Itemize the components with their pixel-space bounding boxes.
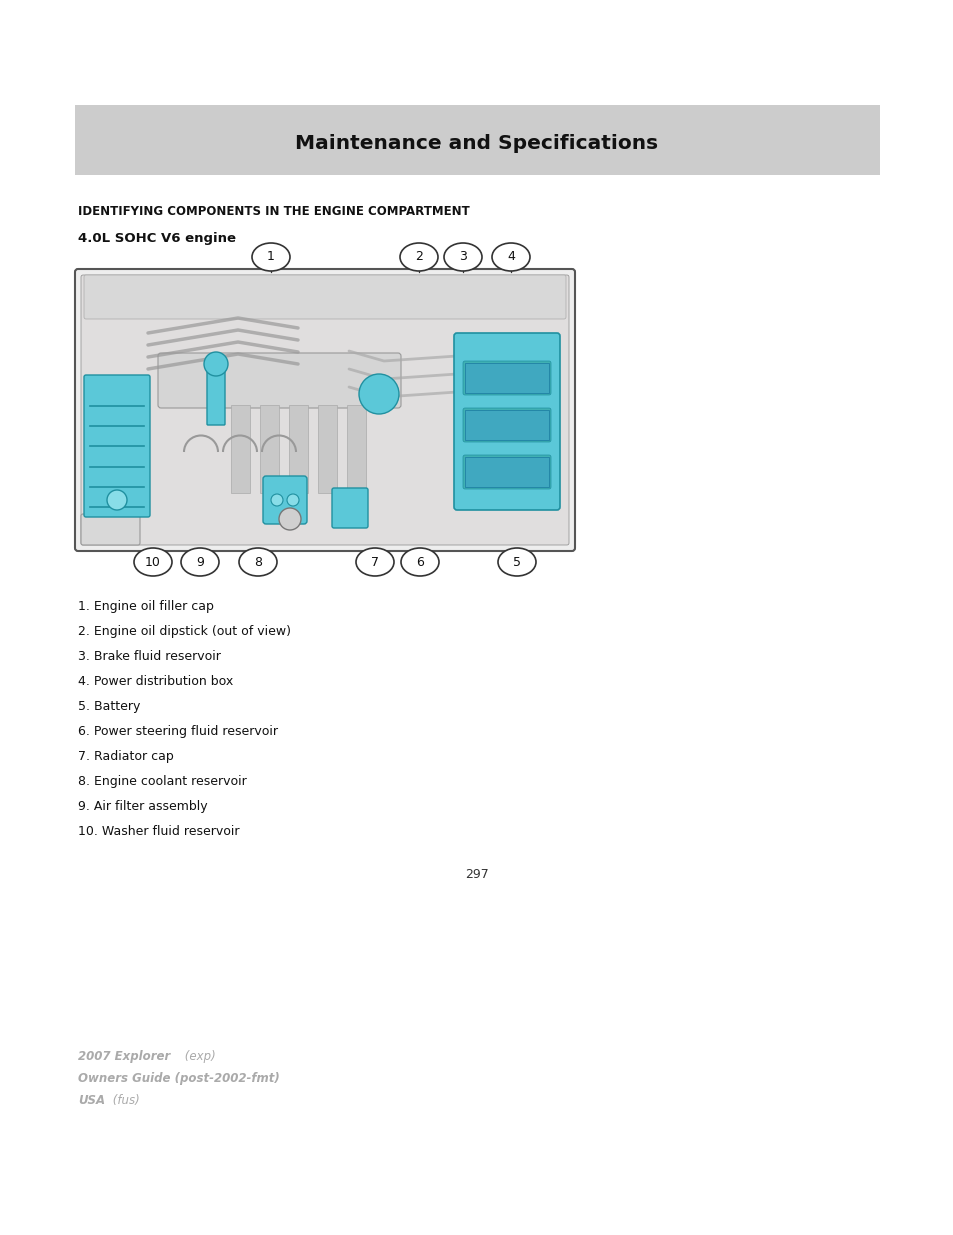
FancyBboxPatch shape: [454, 333, 559, 510]
Bar: [464, 457, 548, 487]
Text: 7. Radiator cap: 7. Radiator cap: [78, 750, 173, 763]
FancyBboxPatch shape: [75, 269, 575, 551]
Bar: [317, 405, 336, 493]
Text: Owners Guide (post-2002-fmt): Owners Guide (post-2002-fmt): [78, 1072, 279, 1086]
Text: 5. Battery: 5. Battery: [78, 700, 140, 713]
Text: 10: 10: [145, 556, 161, 568]
Text: 4: 4: [507, 251, 515, 263]
Ellipse shape: [400, 548, 438, 576]
Bar: [464, 363, 548, 393]
Circle shape: [278, 508, 301, 530]
Text: Maintenance and Specifications: Maintenance and Specifications: [295, 135, 658, 153]
Ellipse shape: [239, 548, 276, 576]
FancyBboxPatch shape: [332, 488, 368, 529]
FancyBboxPatch shape: [207, 363, 225, 425]
Text: 3. Brake fluid reservoir: 3. Brake fluid reservoir: [78, 650, 221, 663]
Circle shape: [287, 494, 298, 506]
Ellipse shape: [399, 243, 437, 270]
Text: 4. Power distribution box: 4. Power distribution box: [78, 676, 233, 688]
FancyBboxPatch shape: [263, 475, 307, 524]
Bar: [231, 405, 250, 493]
Text: 6. Power steering fluid reservoir: 6. Power steering fluid reservoir: [78, 725, 277, 739]
FancyBboxPatch shape: [462, 361, 551, 395]
Text: 2007 Explorer: 2007 Explorer: [78, 1050, 170, 1063]
Text: 9. Air filter assembly: 9. Air filter assembly: [78, 800, 208, 813]
Text: 6: 6: [416, 556, 423, 568]
Text: 10. Washer fluid reservoir: 10. Washer fluid reservoir: [78, 825, 239, 839]
Text: 297: 297: [465, 868, 488, 882]
Text: 9: 9: [196, 556, 204, 568]
Ellipse shape: [355, 548, 394, 576]
Text: 8. Engine coolant reservoir: 8. Engine coolant reservoir: [78, 776, 247, 788]
Text: (fus): (fus): [109, 1094, 139, 1107]
Bar: [347, 405, 366, 493]
FancyBboxPatch shape: [462, 408, 551, 442]
Bar: [260, 405, 278, 493]
Text: 5: 5: [513, 556, 520, 568]
Text: 1: 1: [267, 251, 274, 263]
Ellipse shape: [497, 548, 536, 576]
Ellipse shape: [492, 243, 530, 270]
Text: 2: 2: [415, 251, 422, 263]
Circle shape: [358, 374, 398, 414]
FancyBboxPatch shape: [158, 353, 400, 408]
FancyBboxPatch shape: [81, 514, 140, 545]
FancyBboxPatch shape: [84, 275, 565, 319]
Bar: [464, 410, 548, 440]
Text: 7: 7: [371, 556, 378, 568]
FancyBboxPatch shape: [462, 454, 551, 489]
Circle shape: [204, 352, 228, 375]
Text: 8: 8: [253, 556, 262, 568]
Ellipse shape: [181, 548, 219, 576]
Ellipse shape: [443, 243, 481, 270]
FancyBboxPatch shape: [84, 375, 150, 517]
Circle shape: [271, 494, 283, 506]
Text: (exp): (exp): [181, 1050, 215, 1063]
Text: 4.0L SOHC V6 engine: 4.0L SOHC V6 engine: [78, 232, 235, 245]
Bar: [75, 105, 879, 175]
Text: USA: USA: [78, 1094, 105, 1107]
Bar: [289, 405, 308, 493]
Text: 1. Engine oil filler cap: 1. Engine oil filler cap: [78, 600, 213, 613]
Ellipse shape: [252, 243, 290, 270]
Text: 2. Engine oil dipstick (out of view): 2. Engine oil dipstick (out of view): [78, 625, 291, 638]
Text: IDENTIFYING COMPONENTS IN THE ENGINE COMPARTMENT: IDENTIFYING COMPONENTS IN THE ENGINE COM…: [78, 205, 469, 219]
Circle shape: [107, 490, 127, 510]
Ellipse shape: [133, 548, 172, 576]
FancyBboxPatch shape: [81, 275, 568, 545]
Text: 3: 3: [458, 251, 466, 263]
